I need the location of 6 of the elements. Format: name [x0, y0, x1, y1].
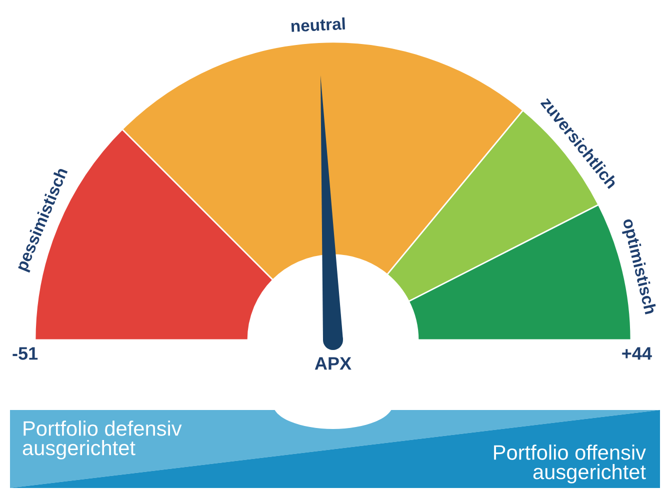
slice-label: neutral [291, 17, 345, 32]
text: +44 [622, 347, 652, 360]
text: -51 [12, 347, 38, 360]
text: APX [314, 357, 352, 370]
text: Portfolio defensiv ausgerichtet [22, 420, 182, 460]
text: Portfolio offensiv ausgerichtet [494, 444, 646, 484]
